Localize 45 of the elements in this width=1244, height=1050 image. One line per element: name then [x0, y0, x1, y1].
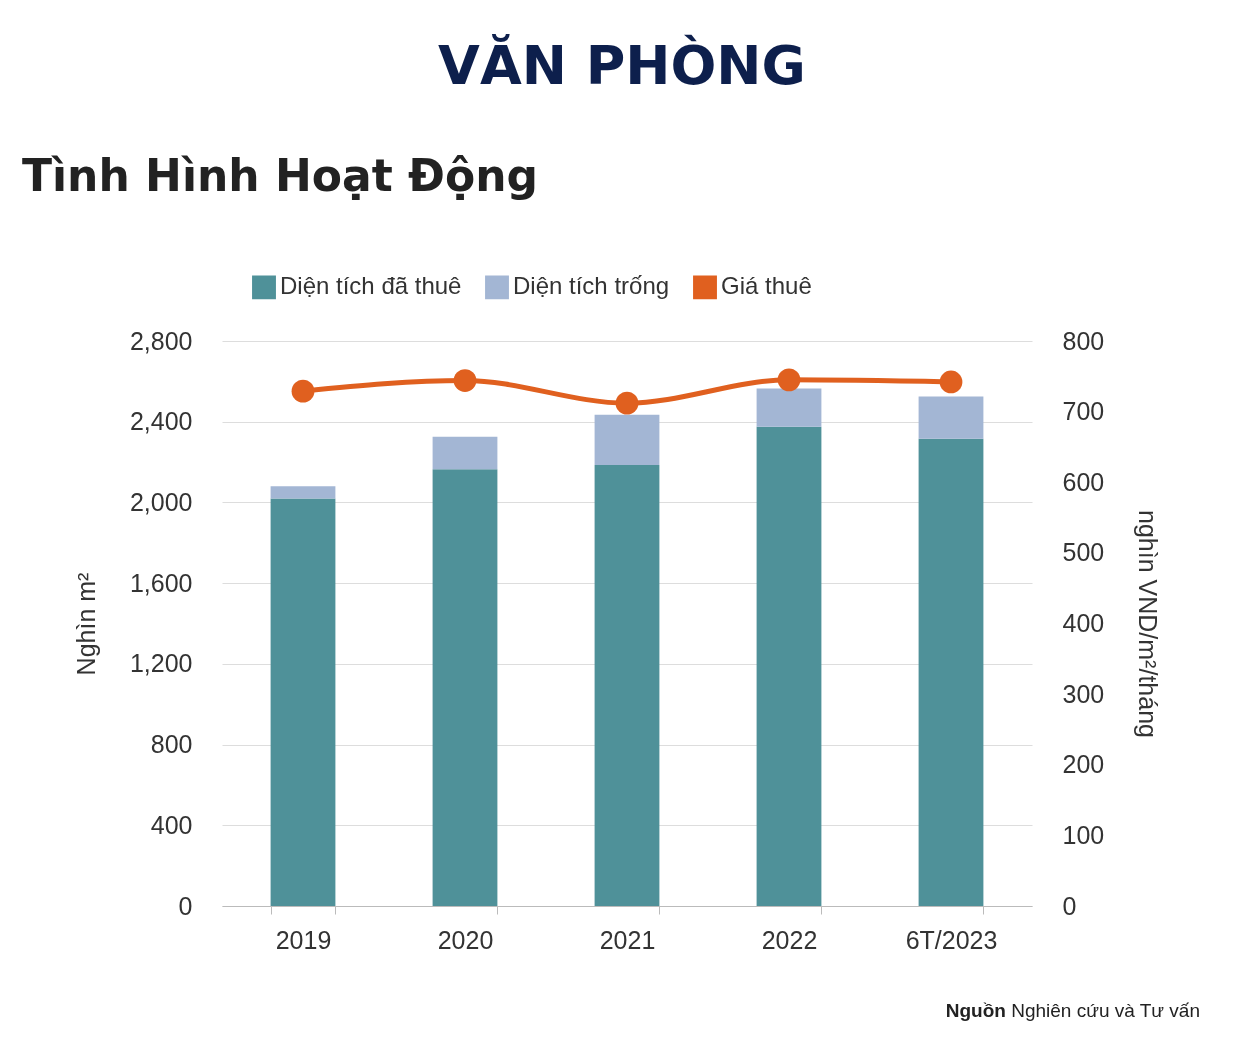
point	[777, 368, 801, 392]
y2-axis-title: nghìn VND/m²/tháng	[1134, 510, 1163, 738]
x-tick-label: 2022	[761, 925, 818, 954]
y-tick-label: 1,600	[129, 568, 193, 597]
bar	[270, 486, 336, 499]
y2-tick-label: 800	[1062, 326, 1105, 355]
point	[615, 391, 639, 415]
y-tick-label: 2,400	[129, 407, 193, 436]
y2-tick-label: 500	[1062, 538, 1105, 567]
x-tick-label: 6T/2023	[905, 925, 998, 954]
y2-tick-label: 200	[1062, 750, 1105, 779]
point	[939, 370, 963, 394]
y-tick-label: 800	[150, 730, 193, 759]
bar	[918, 396, 984, 439]
y-tick-label: 0	[178, 891, 193, 920]
y2-tick-label: 0	[1062, 891, 1077, 920]
x-tick-label: 2021	[599, 925, 656, 954]
bar	[432, 436, 498, 470]
x-tick-label: 2020	[437, 925, 494, 954]
y2-tick-label: 700	[1062, 397, 1105, 426]
y-tick-label: 400	[150, 810, 193, 839]
point	[291, 379, 315, 403]
legend-label: Diện tích trống	[513, 272, 670, 300]
bar	[918, 438, 984, 906]
y2-tick-label: 100	[1062, 820, 1105, 849]
bar	[594, 414, 660, 466]
y2-tick-label: 300	[1062, 679, 1105, 708]
y2-tick-label: 400	[1062, 609, 1105, 637]
text: Nguồn Nghiên cứu và Tư vấn	[945, 1000, 1200, 1022]
y-tick-label: 2,000	[129, 487, 193, 516]
chart-subtitle: Tình Hình Hoạt Động	[22, 150, 538, 201]
y-axis-title: Nghìn m²	[71, 572, 100, 676]
bar	[432, 469, 498, 906]
y-tick-label: 2,800	[129, 326, 193, 355]
bar	[270, 498, 336, 906]
y2-tick-label: 600	[1062, 467, 1105, 496]
point	[453, 369, 477, 392]
x-tick-label: 2019	[275, 925, 332, 954]
y-tick-label: 1,200	[129, 649, 193, 678]
legend-label: Giá thuê	[721, 272, 812, 300]
bar	[756, 426, 822, 906]
bar	[594, 465, 660, 906]
legend-label: Diện tích đã thuê	[280, 272, 462, 300]
chart-title: VĂN PHÒNG	[437, 34, 807, 97]
bar	[756, 388, 822, 427]
